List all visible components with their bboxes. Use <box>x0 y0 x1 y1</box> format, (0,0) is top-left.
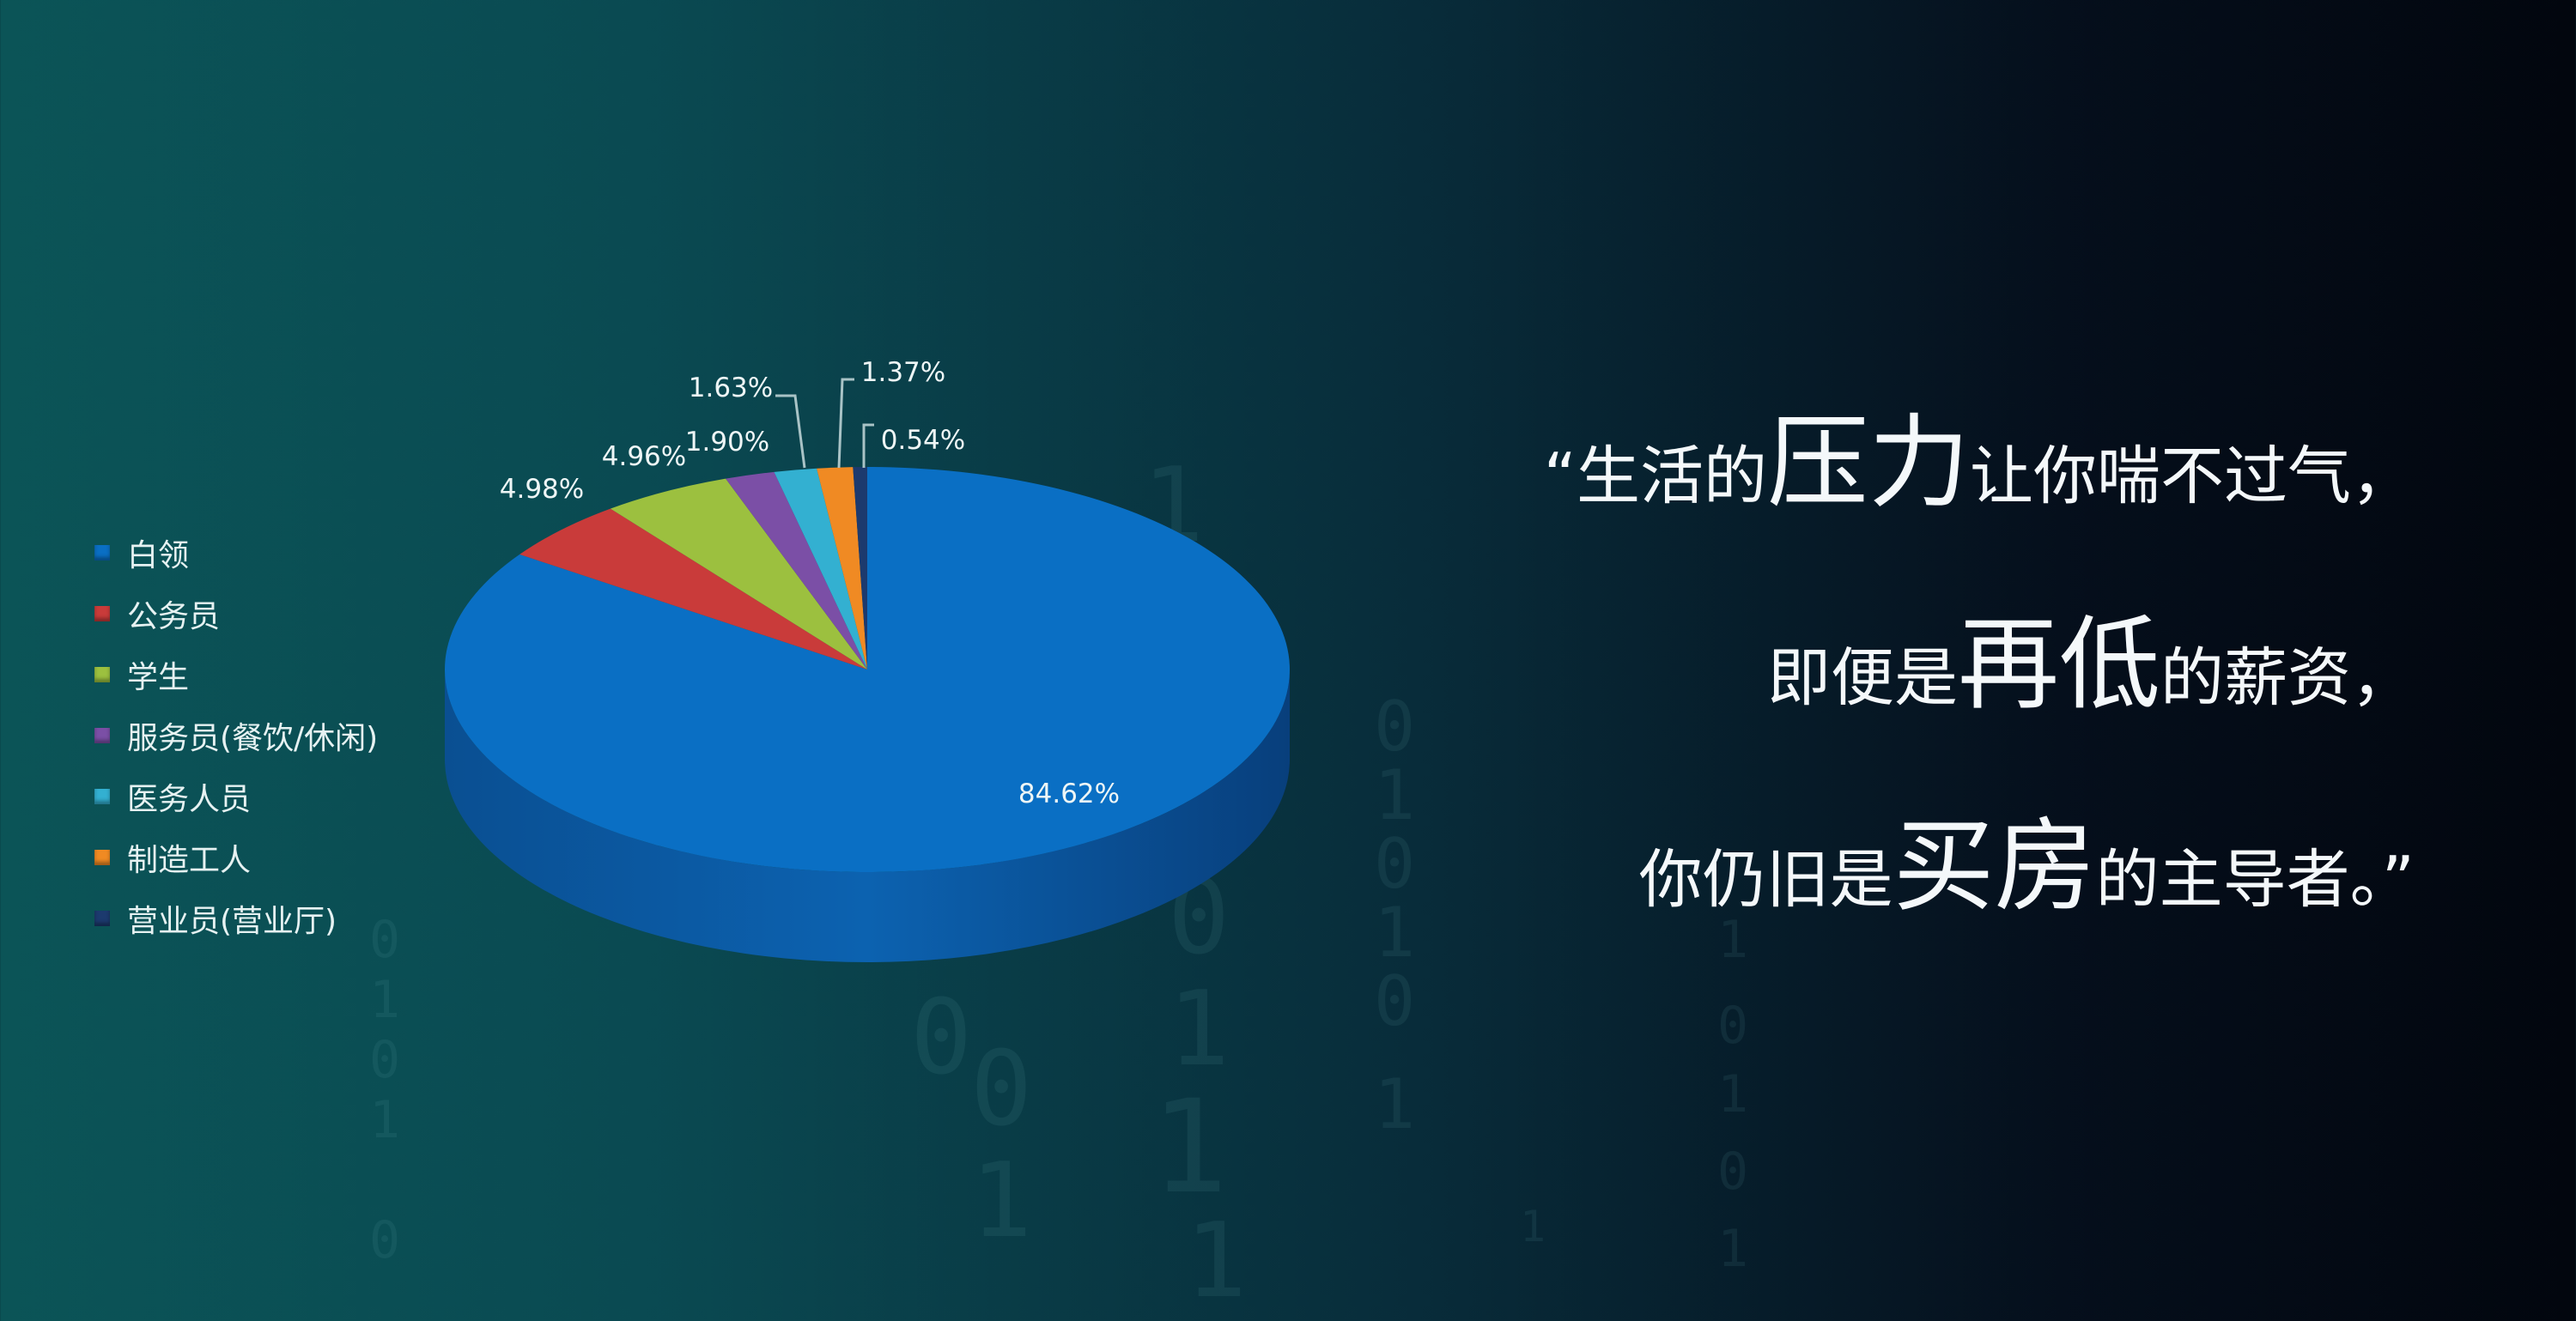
data-label: 1.37% <box>861 357 945 388</box>
data-label: 4.98% <box>500 474 584 505</box>
pie-slice-5 <box>817 467 867 670</box>
pie-side <box>445 670 1290 962</box>
legend-item: 白领 <box>94 522 378 583</box>
data-label: 84.62% <box>1018 779 1120 809</box>
legend-swatch <box>94 727 110 743</box>
legend-swatch <box>94 849 110 865</box>
quote-text: “生活的 <box>1543 439 1767 513</box>
legend-item: 医务人员 <box>94 766 378 827</box>
binary-digit: 1 <box>1151 1073 1229 1222</box>
binary-digit: 0 <box>970 1030 1033 1149</box>
pie-slice-2 <box>610 478 867 670</box>
legend-label: 服务员(餐饮/休闲) <box>127 720 379 756</box>
binary-digit: 1 <box>970 1142 1033 1261</box>
binary-digit: 0 <box>1717 1142 1749 1202</box>
pie-slice-1 <box>519 508 867 670</box>
legend-item: 公务员 <box>94 583 378 644</box>
legend-item: 学生 <box>94 644 378 705</box>
legend-label: 营业员(营业厅) <box>127 903 337 939</box>
data-label: 0.54% <box>881 425 965 456</box>
binary-digit: 0 <box>369 1030 401 1090</box>
legend-item: 营业员(营业厅) <box>94 888 378 948</box>
quote-line-2: 即便是再低的薪资， <box>1767 614 2415 715</box>
binary-digit: 1 <box>1374 1064 1416 1144</box>
binary-digit: 0 <box>369 1210 401 1270</box>
quote-line-1: “生活的压力让你喘不过气， <box>1544 412 2415 513</box>
legend-label: 制造工人 <box>127 842 252 878</box>
legend-swatch <box>94 788 110 804</box>
legend-item: 制造工人 <box>94 827 378 888</box>
binary-digit: 0 <box>369 910 401 970</box>
quote-text: 的薪资， <box>2160 641 2415 715</box>
quote-text: 即便是 <box>1766 641 1958 715</box>
quote-text: 你仍旧是 <box>1638 843 1893 917</box>
pie-slice-0 <box>445 467 1291 873</box>
quote-emphasis: 买房 <box>1893 807 2096 925</box>
binary-digit: 1 <box>1717 1064 1749 1124</box>
pie-chart: 84.62% 4.98% 4.96%1.90% 1.63% 1.37% 0.54% <box>445 357 1291 962</box>
binary-digit: 1 <box>1374 755 1416 835</box>
legend-swatch <box>94 666 110 682</box>
legend-label: 白领 <box>127 537 190 573</box>
leader-line <box>775 394 806 469</box>
chart-legend: 白领公务员学生服务员(餐饮/休闲) 医务人员制造工人营业员(营业厅) <box>94 522 378 948</box>
quote-emphasis: 压力 <box>1766 403 1970 522</box>
data-label: 1.90% <box>685 427 769 458</box>
data-label: 1.63% <box>689 373 773 403</box>
binary-digit: 0 <box>1717 996 1749 1056</box>
pie-slice-4 <box>774 468 867 670</box>
data-label: 4.96% <box>602 441 686 472</box>
quote-text: 让你喘不过气， <box>1970 439 2415 513</box>
quote-text: 的主导者。” <box>2095 843 2415 917</box>
legend-item: 服务员(餐饮/休闲) <box>94 705 378 766</box>
binary-digit: 1 <box>369 1090 401 1150</box>
quote-emphasis: 再低 <box>1957 605 2160 724</box>
leader-line <box>862 423 874 468</box>
binary-digit: 1 <box>1374 893 1416 973</box>
binary-digit: 1 <box>1717 910 1749 970</box>
quote-line-3: 你仍旧是买房的主导者。” <box>1639 815 2415 917</box>
legend-label: 公务员 <box>127 598 221 634</box>
binary-digit: 1 <box>1717 1219 1749 1279</box>
pie-slice-3 <box>726 471 867 670</box>
binary-digit: 0 <box>910 979 973 1098</box>
legend-swatch <box>94 605 110 621</box>
leader-line <box>837 378 854 469</box>
binary-digit: 1 <box>1520 1202 1546 1251</box>
binary-digit: 0 <box>1374 961 1416 1041</box>
binary-digit: 0 <box>1374 687 1416 767</box>
binary-digit: 1 <box>369 970 401 1030</box>
legend-label: 学生 <box>127 659 190 695</box>
binary-digit: 1 <box>1168 970 1230 1089</box>
legend-swatch <box>94 544 110 561</box>
pie-slice-6 <box>853 467 867 670</box>
binary-digit: 0 <box>1374 824 1416 904</box>
legend-label: 医务人员 <box>127 781 252 817</box>
legend-swatch <box>94 910 110 926</box>
